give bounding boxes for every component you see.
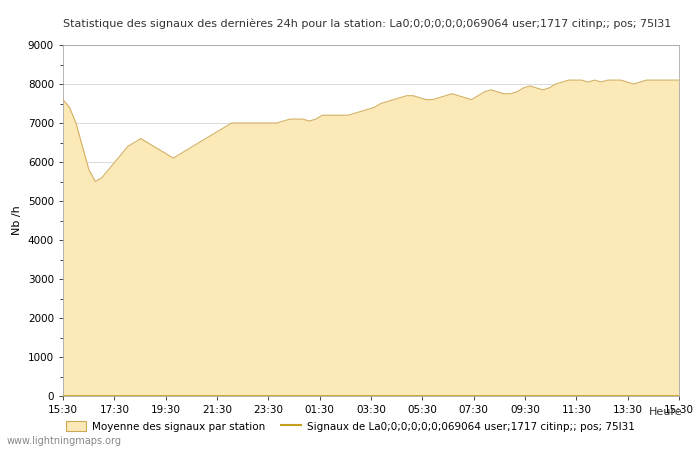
Text: Statistique des signaux des dernières 24h pour la station: La0;0;0;0;0;0;069064 : Statistique des signaux des dernières 24…	[63, 19, 671, 29]
Text: www.lightningmaps.org: www.lightningmaps.org	[7, 436, 122, 446]
Legend: Moyenne des signaux par station, Signaux de La0;0;0;0;0;0;069064 user;1717 citin: Moyenne des signaux par station, Signaux…	[62, 417, 638, 436]
Text: Heure: Heure	[649, 407, 682, 417]
Y-axis label: Nb /h: Nb /h	[13, 206, 22, 235]
